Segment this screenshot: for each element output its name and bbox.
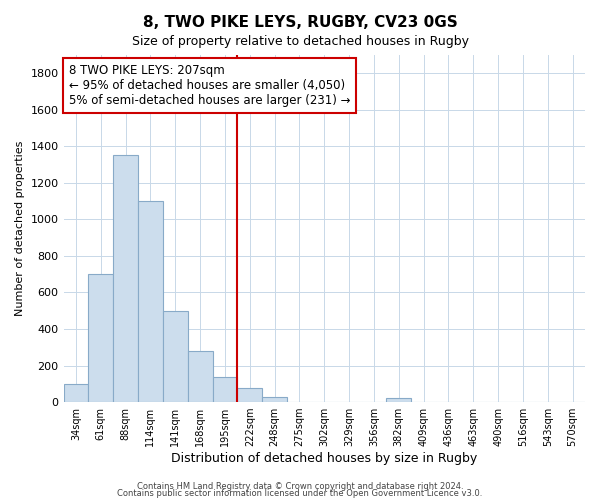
X-axis label: Distribution of detached houses by size in Rugby: Distribution of detached houses by size … [171, 452, 478, 465]
Bar [188, 351, 212, 402]
Bar [238, 388, 262, 402]
Bar [212, 376, 238, 402]
Y-axis label: Number of detached properties: Number of detached properties [15, 141, 25, 316]
Text: 8 TWO PIKE LEYS: 207sqm
← 95% of detached houses are smaller (4,050)
5% of semi-: 8 TWO PIKE LEYS: 207sqm ← 95% of detache… [69, 64, 350, 106]
Bar [386, 398, 411, 402]
Text: Size of property relative to detached houses in Rugby: Size of property relative to detached ho… [131, 35, 469, 48]
Text: Contains HM Land Registry data © Crown copyright and database right 2024.: Contains HM Land Registry data © Crown c… [137, 482, 463, 491]
Bar [262, 396, 287, 402]
Bar [113, 156, 138, 402]
Text: Contains public sector information licensed under the Open Government Licence v3: Contains public sector information licen… [118, 489, 482, 498]
Bar [138, 201, 163, 402]
Bar [88, 274, 113, 402]
Text: 8, TWO PIKE LEYS, RUGBY, CV23 0GS: 8, TWO PIKE LEYS, RUGBY, CV23 0GS [143, 15, 457, 30]
Bar [64, 384, 88, 402]
Bar [163, 310, 188, 402]
